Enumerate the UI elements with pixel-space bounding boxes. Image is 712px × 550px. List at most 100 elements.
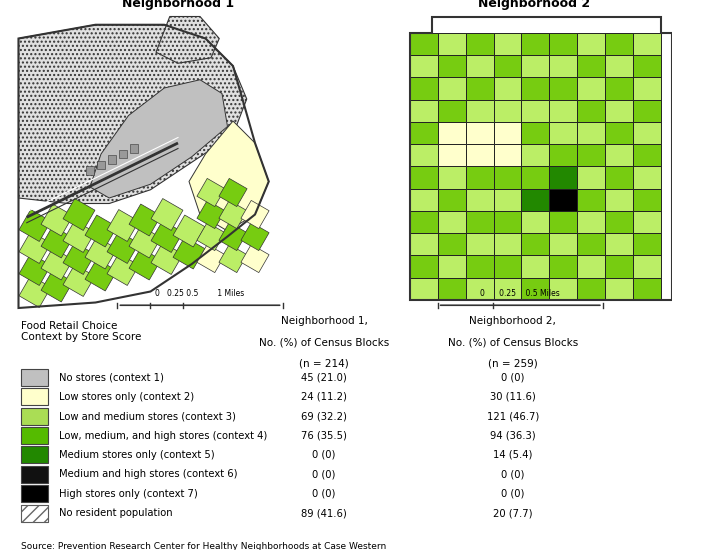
Bar xyxy=(21,388,48,405)
Bar xyxy=(130,144,138,152)
Bar xyxy=(410,255,438,278)
Bar xyxy=(521,144,549,166)
Polygon shape xyxy=(85,215,117,247)
Text: 0 (0): 0 (0) xyxy=(313,450,335,460)
Bar xyxy=(577,33,605,55)
Text: Food Retail Choice
Context by Store Score: Food Retail Choice Context by Store Scor… xyxy=(21,321,142,342)
Bar xyxy=(466,278,493,300)
Bar xyxy=(633,33,661,55)
Bar xyxy=(97,161,105,169)
Bar xyxy=(438,189,466,211)
Bar xyxy=(410,211,438,233)
Bar xyxy=(521,166,549,189)
Bar xyxy=(549,211,577,233)
Bar xyxy=(549,55,577,78)
Bar xyxy=(577,255,605,278)
Bar xyxy=(21,447,48,464)
Bar xyxy=(493,233,521,255)
Bar xyxy=(549,100,577,122)
Text: Medium and high stores (context 6): Medium and high stores (context 6) xyxy=(59,469,238,479)
Polygon shape xyxy=(241,244,269,273)
Bar xyxy=(410,122,438,144)
Bar xyxy=(521,278,549,300)
Text: No. (%) of Census Blocks: No. (%) of Census Blocks xyxy=(448,337,577,347)
Text: 14 (5.4): 14 (5.4) xyxy=(493,450,533,460)
Bar xyxy=(577,233,605,255)
Bar xyxy=(466,189,493,211)
Polygon shape xyxy=(63,199,95,230)
Polygon shape xyxy=(90,80,228,198)
Polygon shape xyxy=(241,222,269,251)
Bar xyxy=(493,255,521,278)
Bar xyxy=(438,78,466,100)
Bar xyxy=(493,189,521,211)
Text: 76 (35.5): 76 (35.5) xyxy=(301,431,347,441)
Bar xyxy=(493,211,521,233)
Polygon shape xyxy=(107,232,139,263)
Text: Low, medium, and high stores (context 4): Low, medium, and high stores (context 4) xyxy=(59,431,267,441)
Bar xyxy=(438,144,466,166)
Bar xyxy=(605,78,633,100)
Title: Neighborhood 2: Neighborhood 2 xyxy=(478,0,590,10)
Polygon shape xyxy=(107,210,139,241)
Bar xyxy=(605,55,633,78)
Text: High stores only (context 7): High stores only (context 7) xyxy=(59,489,198,499)
Polygon shape xyxy=(151,221,183,252)
Text: 24 (11.2): 24 (11.2) xyxy=(301,392,347,402)
Bar xyxy=(577,278,605,300)
Bar xyxy=(438,122,466,144)
Bar xyxy=(549,189,577,211)
Polygon shape xyxy=(63,221,95,252)
Text: 20 (7.7): 20 (7.7) xyxy=(493,508,533,518)
Bar xyxy=(605,278,633,300)
Polygon shape xyxy=(219,244,247,273)
Bar xyxy=(410,100,438,122)
Bar xyxy=(605,144,633,166)
Bar xyxy=(466,100,493,122)
Bar xyxy=(21,369,48,386)
Text: No. (%) of Census Blocks: No. (%) of Census Blocks xyxy=(259,337,389,347)
Bar xyxy=(438,33,466,55)
Bar xyxy=(521,189,549,211)
Bar xyxy=(410,166,438,189)
Bar xyxy=(86,166,94,175)
Bar xyxy=(633,255,661,278)
Bar xyxy=(410,189,438,211)
Bar xyxy=(438,233,466,255)
Bar xyxy=(493,55,521,78)
Text: (n = 214): (n = 214) xyxy=(299,359,349,369)
Polygon shape xyxy=(41,270,73,302)
Polygon shape xyxy=(219,200,247,229)
Bar xyxy=(410,33,438,55)
Bar xyxy=(466,233,493,255)
Bar xyxy=(633,78,661,100)
Polygon shape xyxy=(41,226,73,258)
Bar xyxy=(521,55,549,78)
Bar xyxy=(493,278,521,300)
Bar xyxy=(633,233,661,255)
Bar xyxy=(521,100,549,122)
Bar xyxy=(577,189,605,211)
Bar xyxy=(549,233,577,255)
Polygon shape xyxy=(219,222,247,251)
Polygon shape xyxy=(219,178,247,207)
Polygon shape xyxy=(241,200,269,229)
Text: Medium stores only (context 5): Medium stores only (context 5) xyxy=(59,450,215,460)
Polygon shape xyxy=(19,276,51,307)
Bar xyxy=(549,78,577,100)
Text: (n = 259): (n = 259) xyxy=(488,359,538,369)
Polygon shape xyxy=(156,16,219,63)
Bar xyxy=(466,144,493,166)
Bar xyxy=(633,122,661,144)
Polygon shape xyxy=(173,215,205,247)
Text: 0   0.25 0.5        1 Miles: 0 0.25 0.5 1 Miles xyxy=(155,289,245,298)
Bar xyxy=(410,278,438,300)
Bar xyxy=(438,100,466,122)
Bar xyxy=(410,55,438,78)
Polygon shape xyxy=(85,237,117,269)
Bar xyxy=(605,211,633,233)
Bar xyxy=(521,255,549,278)
Polygon shape xyxy=(173,237,205,269)
Title: Neighborhood 1: Neighborhood 1 xyxy=(122,0,234,10)
Bar xyxy=(493,33,521,55)
